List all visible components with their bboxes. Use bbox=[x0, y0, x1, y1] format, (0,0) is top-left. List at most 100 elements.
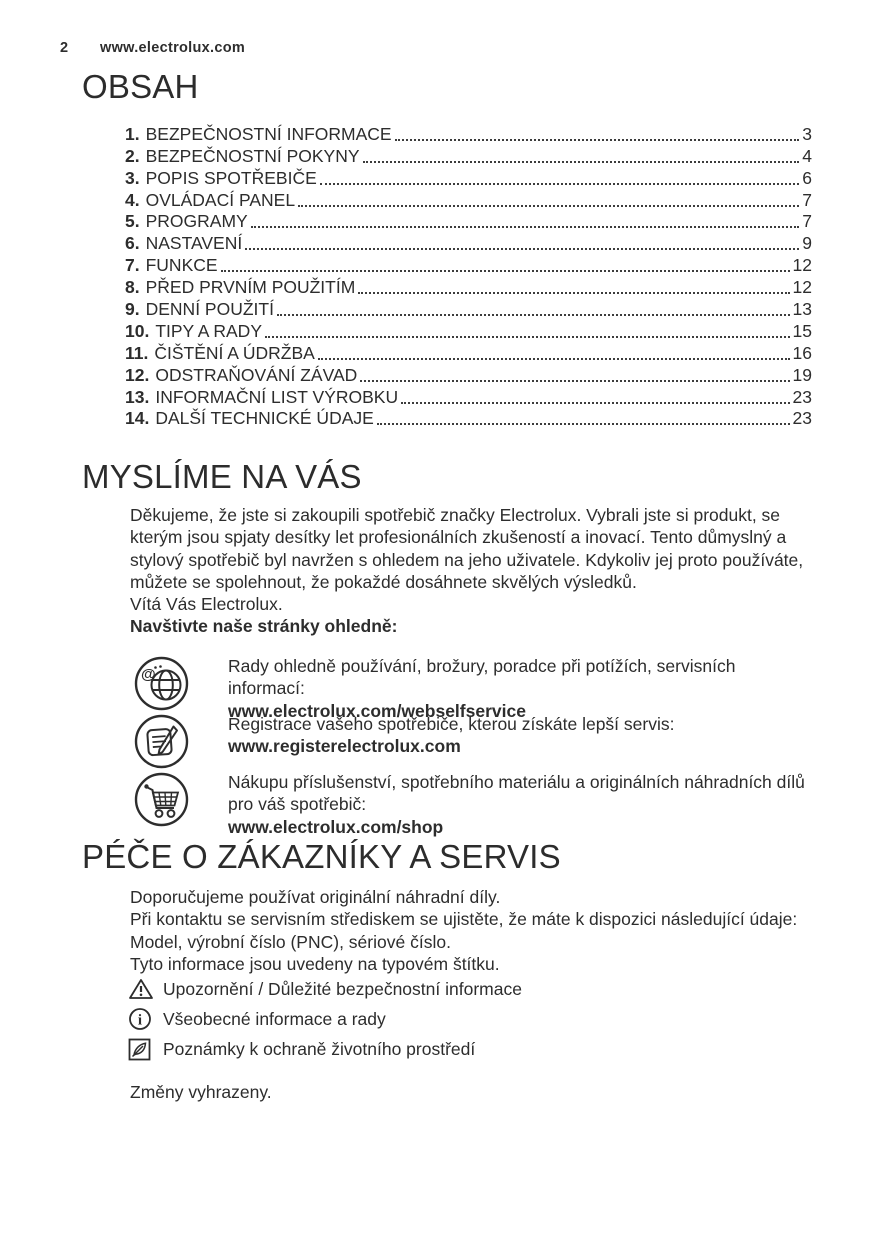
toc-item-page: 7 bbox=[802, 211, 812, 232]
care-line: Doporučujeme používat originální náhradn… bbox=[130, 887, 501, 907]
toc-leader-dots bbox=[360, 379, 790, 382]
toc-leader-dots bbox=[220, 270, 790, 273]
toc-item-title: ČIŠTĚNÍ A ÚDRŽBA bbox=[154, 342, 315, 363]
toc-item-page: 19 bbox=[792, 364, 812, 385]
toc-item: 11. ČIŠTĚNÍ A ÚDRŽBA 16 bbox=[125, 342, 812, 364]
toc-leader-dots bbox=[376, 423, 790, 426]
service-text: Registrace vašeho spotřebiče, kterou zís… bbox=[228, 714, 675, 734]
toc-item-title: FUNKCE bbox=[145, 255, 218, 276]
globe-icon: @ bbox=[133, 655, 190, 712]
toc-item-title: NASTAVENÍ bbox=[145, 233, 243, 254]
toc-item: 6. NASTAVENÍ 9 bbox=[125, 232, 812, 254]
toc-item: 7. FUNKCE 12 bbox=[125, 254, 812, 276]
toc-item-title: DALŠÍ TECHNICKÉ ÚDAJE bbox=[155, 408, 374, 429]
toc-item-page: 16 bbox=[792, 342, 812, 363]
care-line: Tyto informace jsou uvedeny na typovém š… bbox=[130, 953, 500, 974]
toc-item: 4. OVLÁDACÍ PANEL 7 bbox=[125, 189, 812, 211]
section-heading-think-of-you: MYSLÍME NA VÁS bbox=[82, 458, 362, 495]
service-url: www.electrolux.com/shop bbox=[228, 816, 444, 837]
toc-leader-dots bbox=[358, 292, 790, 295]
toc-item-page: 7 bbox=[802, 189, 812, 210]
toc-leader-dots bbox=[276, 314, 790, 317]
toc-item: 2. BEZPEČNOSTNÍ POKYNY 4 bbox=[125, 145, 812, 167]
changes-reserved-note: Změny vyhrazeny. bbox=[130, 1082, 272, 1102]
toc-item: 13. INFORMAČNÍ LIST VÝROBKU 23 bbox=[125, 386, 812, 408]
toc-item-page: 4 bbox=[802, 145, 812, 166]
toc-item-number: 8. bbox=[125, 277, 140, 298]
toc-item-page: 3 bbox=[802, 123, 812, 144]
toc-leader-dots bbox=[362, 160, 800, 163]
toc-leader-dots bbox=[298, 204, 800, 207]
info-icon: i bbox=[128, 1007, 155, 1032]
page-header: 2 www.electrolux.com bbox=[60, 40, 245, 56]
toc-leader-dots bbox=[245, 248, 800, 251]
toc-item-number: 3. bbox=[125, 167, 140, 188]
register-icon bbox=[133, 713, 190, 770]
eco-icon bbox=[128, 1037, 155, 1062]
toc-leader-dots bbox=[401, 401, 790, 404]
toc-item-number: 12. bbox=[125, 364, 150, 385]
toc-leader-dots bbox=[250, 226, 800, 229]
service-item-webselfservice: @ Rady ohledně používání, brožury, porad… bbox=[133, 655, 814, 722]
toc-item-number: 10. bbox=[125, 320, 150, 341]
toc-item-title: DENNÍ POUŽITÍ bbox=[145, 299, 274, 320]
toc-leader-dots bbox=[394, 138, 800, 141]
toc-item-number: 5. bbox=[125, 211, 140, 232]
service-url: www.electrolux.com/webselfservice bbox=[228, 700, 526, 721]
note-eco: Poznámky k ochraně životního prostředí bbox=[128, 1034, 814, 1064]
think-intro-block: Děkujeme, že jste si zakoupili spotřebič… bbox=[130, 504, 814, 638]
toc-item-title: PŘED PRVNÍM POUŽITÍM bbox=[145, 277, 356, 298]
note-text: Všeobecné informace a rady bbox=[163, 1008, 386, 1029]
site-url: www.electrolux.com bbox=[100, 40, 246, 56]
service-item-shop: Nákupu příslušenství, spotřebního materi… bbox=[133, 771, 814, 838]
toc-item-number: 7. bbox=[125, 255, 140, 276]
toc-item-page: 9 bbox=[802, 233, 812, 254]
toc-item-page: 23 bbox=[792, 408, 812, 429]
table-of-contents: 1. BEZPEČNOSTNÍ INFORMACE 3 2. BEZPEČNOSTNÍ… bbox=[125, 123, 812, 429]
toc-item-title: TIPY A RADY bbox=[155, 320, 262, 341]
toc-item: 9. DENNÍ POUŽITÍ 13 bbox=[125, 298, 812, 320]
service-text: Nákupu příslušenství, spotřebního materi… bbox=[228, 772, 805, 815]
service-item-register: Registrace vašeho spotřebiče, kterou zís… bbox=[133, 713, 814, 770]
toc-item-title: INFORMAČNÍ LIST VÝROBKU bbox=[155, 386, 399, 407]
toc-item-page: 13 bbox=[792, 299, 812, 320]
care-line: Při kontaktu se servisním střediskem se … bbox=[130, 909, 798, 952]
toc-item: 12. ODSTRAŇOVÁNÍ ZÁVAD 19 bbox=[125, 364, 812, 386]
note-warning: Upozornění / Důležité bezpečnostní infor… bbox=[128, 974, 814, 1004]
toc-item: 1. BEZPEČNOSTNÍ INFORMACE 3 bbox=[125, 123, 812, 145]
toc-item-title: BEZPEČNOSTNÍ INFORMACE bbox=[145, 123, 392, 144]
toc-item: 3. POPIS SPOTŘEBIČE 6 bbox=[125, 167, 812, 189]
toc-item-title: BEZPEČNOSTNÍ POKYNY bbox=[145, 145, 360, 166]
toc-item-number: 11. bbox=[125, 342, 149, 363]
intro-paragraph: Děkujeme, že jste si zakoupili spotřebič… bbox=[130, 505, 804, 592]
toc-item-page: 12 bbox=[792, 255, 812, 276]
cart-icon bbox=[133, 771, 190, 828]
toc-item-number: 14. bbox=[125, 408, 150, 429]
svg-text:i: i bbox=[138, 1013, 142, 1029]
toc-item-page: 15 bbox=[792, 320, 812, 341]
toc-leader-dots bbox=[319, 182, 800, 185]
note-text: Poznámky k ochraně životního prostředí bbox=[163, 1038, 476, 1059]
toc-item-number: 1. bbox=[125, 123, 140, 144]
toc-item-page: 23 bbox=[792, 386, 812, 407]
toc-item-number: 13. bbox=[125, 386, 150, 407]
welcome-line: Vítá Vás Electrolux. bbox=[130, 594, 283, 615]
toc-item: 8. PŘED PRVNÍM POUŽITÍM 12 bbox=[125, 276, 812, 298]
toc-item-page: 12 bbox=[792, 277, 812, 298]
toc-item: 10. TIPY A RADY 15 bbox=[125, 320, 812, 342]
toc-leader-dots bbox=[265, 335, 790, 338]
toc-item-number: 4. bbox=[125, 189, 140, 210]
service-url: www.registerelectrolux.com bbox=[228, 736, 461, 757]
note-text: Upozornění / Důležité bezpečnostní infor… bbox=[163, 978, 522, 999]
page-number: 2 bbox=[60, 40, 69, 56]
toc-item-title: PROGRAMY bbox=[145, 211, 248, 232]
legend-notes: Upozornění / Důležité bezpečnostní infor… bbox=[128, 974, 814, 1064]
svg-text:@: @ bbox=[141, 666, 156, 683]
toc-item-page: 6 bbox=[802, 167, 812, 188]
toc-item-number: 6. bbox=[125, 233, 140, 254]
toc-item: 5. PROGRAMY 7 bbox=[125, 211, 812, 233]
visit-line: Navštivte naše stránky ohledně: bbox=[130, 616, 398, 637]
toc-item-title: ODSTRAŇOVÁNÍ ZÁVAD bbox=[155, 364, 358, 385]
toc-item-number: 2. bbox=[125, 145, 140, 166]
toc-heading: OBSAH bbox=[82, 68, 199, 105]
